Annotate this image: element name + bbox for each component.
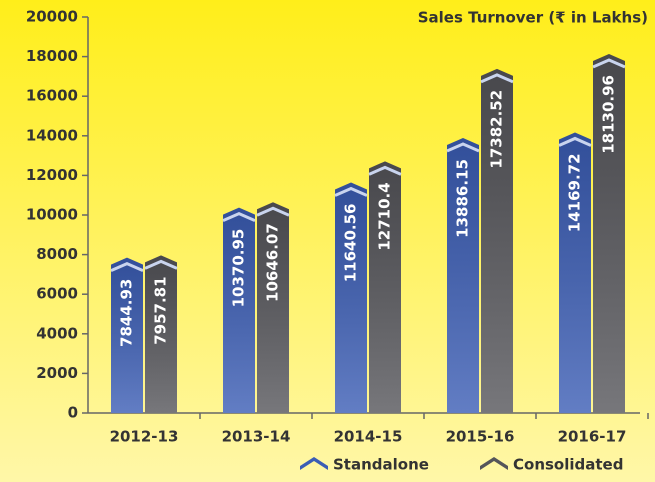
bar-shade [223,207,255,413]
value-label: 10370.95 [230,229,248,308]
value-label: 7844.93 [118,279,136,347]
legend-swatch [300,457,328,470]
y-tick-label: 6000 [36,285,78,303]
y-tick-label: 12000 [26,166,78,184]
x-tick-label: 2016-17 [558,428,627,446]
bar-highlight [110,262,144,273]
value-label: 14169.72 [566,153,584,232]
value-label: 12710.4 [376,182,394,250]
y-tick-label: 4000 [36,324,78,342]
bar-highlight [368,165,402,176]
value-label: 7957.81 [152,276,170,344]
bar-shade [593,54,625,414]
bar-highlight [446,142,480,153]
x-tick-label: 2012-13 [110,428,179,446]
bar-highlight [144,259,178,270]
y-tick-label: 10000 [26,206,78,224]
bar-shade [145,255,177,413]
value-label: 17382.52 [488,90,506,169]
value-label: 18130.96 [600,75,618,154]
bar-shade [111,257,143,413]
value-label: 11640.56 [342,204,360,283]
legend-label: Standalone [333,456,429,474]
y-tick-label: 8000 [36,245,78,263]
bar-highlight [480,73,514,84]
y-tick-label: 0 [68,404,78,422]
chart-title: Sales Turnover (₹ in Lakhs) [418,9,648,27]
bar-highlight [256,206,290,217]
legend-label: Consolidated [513,456,623,474]
x-tick-label: 2013-14 [222,428,291,446]
value-label: 13886.15 [454,159,472,238]
bar-shade [447,138,479,413]
bar-shade [369,161,401,413]
y-tick-label: 2000 [36,364,78,382]
bar-shade [257,202,289,413]
x-tick-label: 2014-15 [334,428,403,446]
bar-highlight [558,136,592,147]
y-tick-label: 18000 [26,47,78,65]
bar-shade [559,132,591,413]
bar-highlight [334,186,368,197]
y-tick-label: 16000 [26,87,78,105]
bar-shade [335,182,367,413]
x-tick-label: 2015-16 [446,428,515,446]
legend-swatch [480,457,508,470]
y-tick-label: 14000 [26,126,78,144]
value-label: 10646.07 [264,223,282,302]
bar-highlight [222,212,256,223]
y-tick-label: 20000 [26,8,78,26]
bar-highlight [592,58,626,69]
bar-shade [481,68,513,413]
